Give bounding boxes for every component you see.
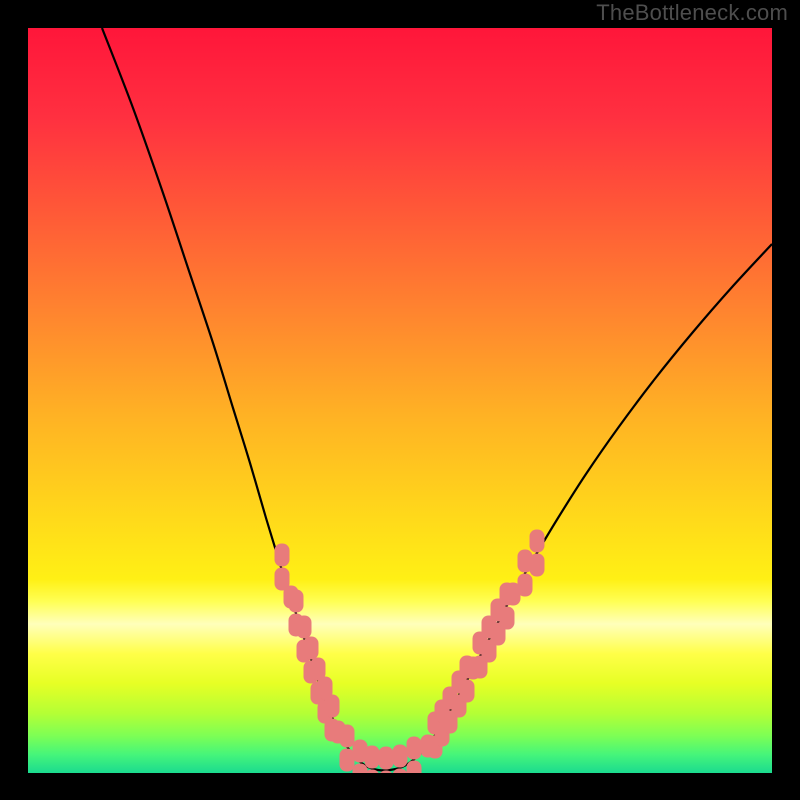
bottleneck-curve — [28, 28, 772, 773]
plot-area — [28, 28, 772, 773]
watermark-text: TheBottleneck.com — [596, 0, 788, 26]
curve-markers — [275, 530, 545, 774]
